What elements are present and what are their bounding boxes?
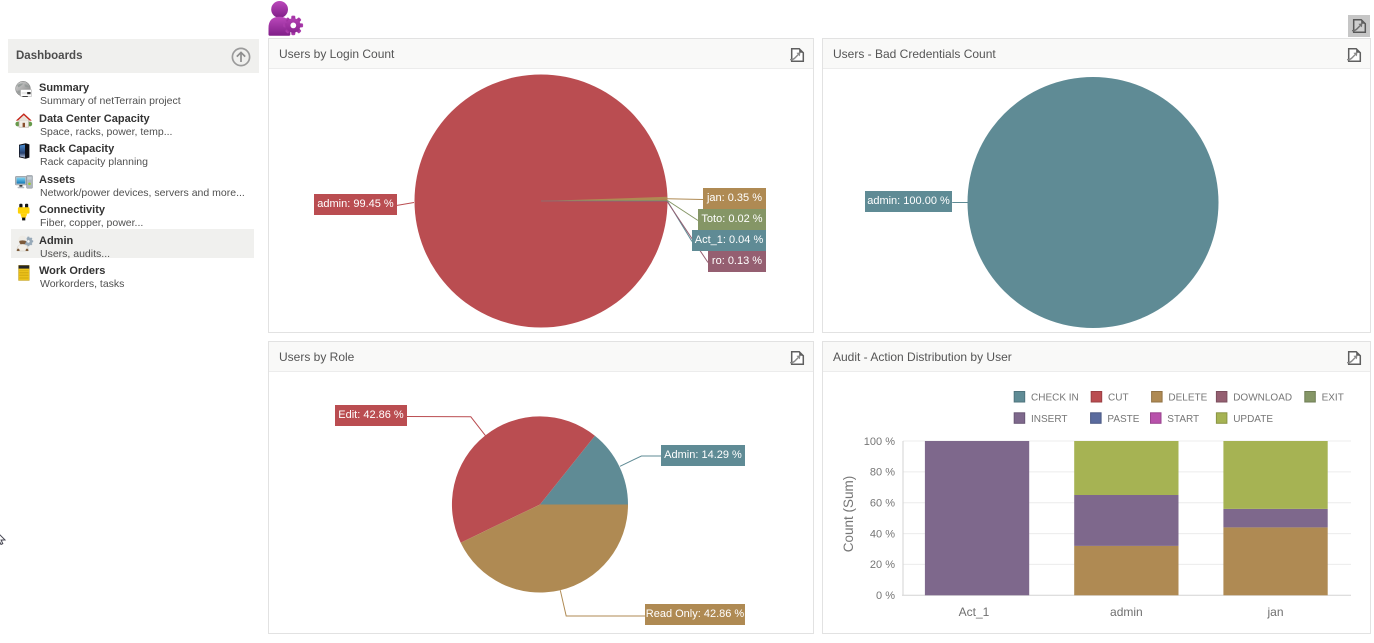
- svg-text:Act_1: Act_1: [959, 605, 990, 619]
- svg-text:admin: admin: [1110, 605, 1143, 619]
- svg-text:jan: jan: [1266, 605, 1283, 619]
- svg-text:20 %: 20 %: [870, 559, 895, 571]
- svg-text:80 %: 80 %: [870, 467, 895, 479]
- svg-text:100 %: 100 %: [864, 436, 895, 448]
- svg-text:DELETE: DELETE: [1168, 393, 1207, 404]
- svg-text:40 %: 40 %: [870, 528, 895, 540]
- svg-text:DOWNLOAD: DOWNLOAD: [1233, 393, 1292, 404]
- svg-text:60 %: 60 %: [870, 498, 895, 510]
- svg-text:INSERT: INSERT: [1031, 414, 1068, 425]
- svg-text:START: START: [1167, 414, 1199, 425]
- svg-text:0 %: 0 %: [876, 590, 895, 602]
- svg-text:UPDATE: UPDATE: [1233, 414, 1273, 425]
- svg-text:CUT: CUT: [1108, 393, 1129, 404]
- svg-text:PASTE: PASTE: [1107, 414, 1139, 425]
- svg-text:EXIT: EXIT: [1322, 393, 1344, 404]
- svg-text:CHECK IN: CHECK IN: [1031, 393, 1079, 404]
- svg-text:Count (Sum): Count (Sum): [841, 476, 856, 553]
